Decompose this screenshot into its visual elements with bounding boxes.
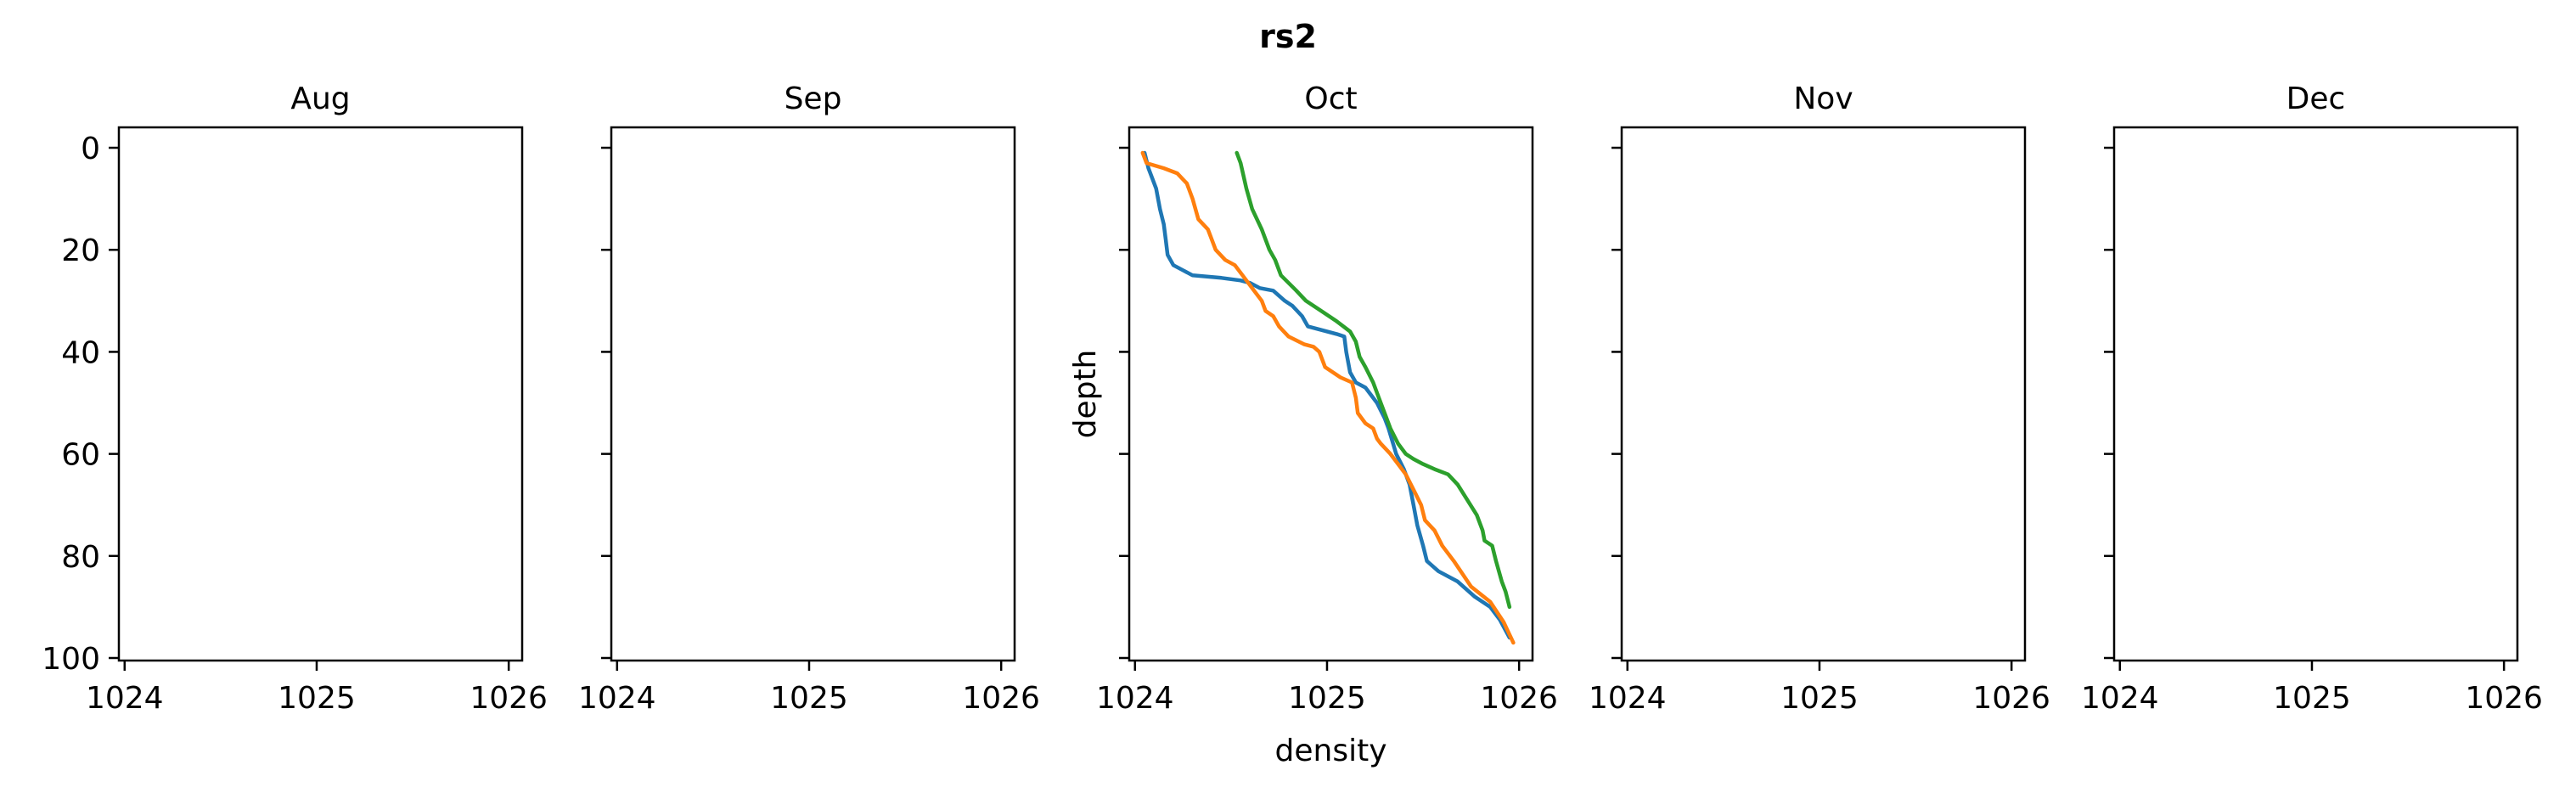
series-line-1: [1142, 150, 1512, 640]
y-tick-label: 60: [61, 438, 100, 473]
y-tick-label: 100: [42, 642, 100, 677]
x-tick-label: 1026: [2465, 681, 2543, 716]
x-tick-label: 1025: [1780, 681, 1859, 716]
x-tick-label: 1026: [1972, 681, 2050, 716]
x-tick-label: 1024: [86, 681, 164, 716]
axes-frame: [117, 126, 524, 662]
x-axis-label: density: [1275, 734, 1387, 768]
x-tick-label: 1024: [1096, 681, 1174, 716]
axes-frame: [610, 126, 1016, 662]
x-tick-label: 1026: [1480, 681, 1558, 716]
x-tick-label: 1025: [2273, 681, 2351, 716]
axes-frame: [2112, 126, 2519, 662]
subplot-title: Sep: [785, 82, 842, 116]
y-axis-label: depth: [1068, 350, 1103, 439]
panels-container: Aug 1024 1025 1026 0 20 40 60 80 100 Sep 1024 1025 10…: [42, 82, 2543, 768]
x-tick-label: 1026: [470, 681, 548, 716]
subplot-title: Dec: [2286, 82, 2346, 116]
subplot-title: Aug: [290, 82, 350, 116]
subplot-aug: Aug 1024 1025 1026 0 20 40 60 80 100: [42, 82, 548, 716]
x-tick-label: 1024: [2081, 681, 2159, 716]
subplot-oct: Oct 1024 1025 1026 density depth: [1068, 82, 1558, 768]
x-tick-label: 1026: [962, 681, 1040, 716]
series-line-3: [1235, 150, 1512, 610]
subplot-dec: Dec 1024 1025 1026: [2081, 82, 2543, 716]
axes-frame: [1620, 126, 2027, 662]
subplot-title: Nov: [1793, 82, 1853, 116]
y-tick-label: 0: [81, 132, 100, 166]
x-tick-label: 1025: [1288, 681, 1366, 716]
figure-suptitle: rs2: [1259, 18, 1317, 55]
series-line-2: [1140, 150, 1516, 645]
y-tick-label: 20: [61, 233, 100, 268]
y-tick-label: 40: [61, 335, 100, 370]
x-tick-label: 1024: [1589, 681, 1667, 716]
axes-frame: [1128, 126, 1534, 662]
subplot-nov: Nov 1024 1025 1026: [1589, 82, 2050, 716]
x-tick-label: 1024: [578, 681, 656, 716]
x-tick-label: 1025: [278, 681, 356, 716]
x-tick-label: 1025: [770, 681, 848, 716]
subplot-sep: Sep 1024 1025 1026: [578, 82, 1040, 716]
subplot-title: Oct: [1304, 82, 1357, 116]
y-tick-label: 80: [61, 540, 100, 575]
